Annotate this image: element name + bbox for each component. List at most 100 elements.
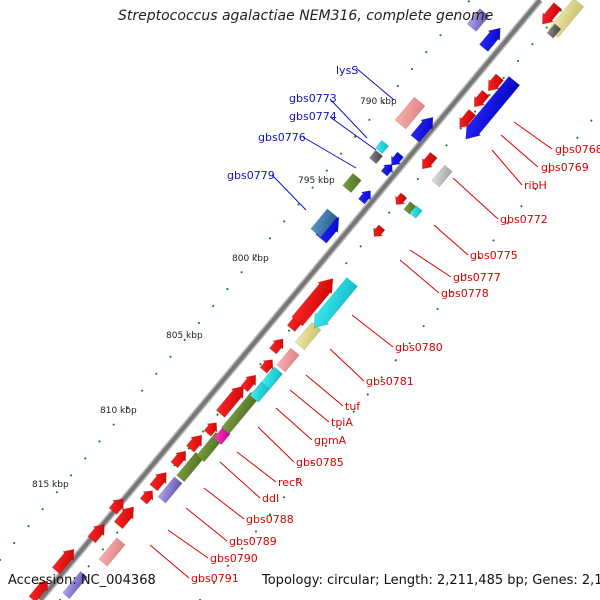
gene-label-right: tpiA: [331, 416, 353, 429]
gene-feature: [374, 139, 390, 155]
gene-label-right: gbs0788: [246, 513, 294, 526]
connector-line: [275, 407, 313, 441]
connector-line: [409, 249, 452, 278]
gene-feature: [466, 8, 490, 32]
gene-feature: [170, 450, 187, 469]
connector-line: [491, 149, 523, 186]
gene-feature: [373, 224, 386, 237]
gene-feature: [213, 427, 231, 445]
gene-feature: [380, 164, 393, 177]
scale-label: 790 kbp: [360, 97, 397, 107]
connector-line: [433, 224, 469, 256]
gene-label-right: gbs0772: [500, 213, 548, 226]
gene-feature: [394, 96, 426, 130]
gene-label-right: ddl: [262, 492, 279, 505]
connector-line: [289, 389, 330, 423]
gene-label-left: gbs0774: [289, 110, 337, 123]
gene-feature: [431, 164, 453, 188]
gene-label-right: gbs0777: [453, 271, 501, 284]
gene-feature: [215, 385, 244, 418]
connector-line: [271, 174, 307, 211]
gene-feature: [186, 434, 203, 453]
gene-label-right: tuf: [345, 400, 361, 413]
connector-line: [149, 544, 190, 579]
gene-label-right: gpmA: [314, 434, 347, 447]
scale-label: 815 kbp: [32, 480, 69, 490]
gene-label-right: gbs0778: [441, 287, 489, 300]
gene-feature: [459, 109, 477, 128]
scale-label: 810 kbp: [100, 406, 137, 416]
gene-feature: [368, 149, 384, 165]
gene-feature: [87, 524, 105, 544]
gene-feature: [291, 278, 334, 327]
gene-feature: [409, 205, 423, 219]
label-connectors: [149, 67, 553, 579]
gene-feature: [479, 27, 501, 52]
gene-feature: [473, 89, 490, 108]
connector-line: [203, 487, 245, 520]
gene-labels: lysS gbs0773 gbs0774 gbs0776 gbs0779 gbs0768 g…: [191, 64, 600, 585]
gene-features: [28, 0, 585, 600]
gene-feature: [421, 151, 438, 170]
gene-feature: [157, 476, 183, 504]
connector-line: [513, 121, 553, 150]
gene-label-left: gbs0773: [289, 92, 337, 105]
connector-line: [167, 529, 209, 559]
gene-feature: [358, 190, 371, 205]
gene-feature: [542, 2, 562, 25]
genome-stats: Topology: circular; Length: 2,211,485 bp…: [262, 573, 600, 588]
gene-feature: [261, 366, 283, 390]
gene-feature: [62, 571, 88, 599]
gene-label-right: gbs0789: [229, 535, 277, 548]
gene-label-right: gbs0790: [210, 552, 258, 565]
gene-feature: [294, 321, 322, 351]
connector-line: [302, 136, 357, 169]
gene-feature: [203, 422, 218, 437]
connector-line: [219, 461, 261, 499]
gene-feature: [51, 548, 75, 575]
scale-label: 800 kbp: [232, 254, 269, 264]
scale-label: 795 kbp: [298, 176, 335, 186]
gene-feature: [395, 192, 408, 205]
gene-label-right: recR: [278, 476, 303, 489]
genome-backbone: [37, 0, 543, 600]
gene-label-right: gbs0785: [296, 456, 344, 469]
map-title: Streptococcus agalactiae NEM316, complet…: [118, 8, 494, 24]
connector-line: [351, 314, 394, 348]
gene-label-right: ribH: [524, 179, 547, 192]
gene-label-right: gbs0769: [541, 161, 589, 174]
gene-feature: [410, 116, 434, 143]
connector-line: [329, 348, 365, 382]
gene-label-left: lysS: [336, 64, 358, 77]
gene-feature: [391, 151, 404, 166]
connector-line: [500, 134, 539, 168]
gene-feature: [113, 506, 134, 530]
connector-line: [329, 116, 377, 151]
gene-feature: [139, 490, 154, 505]
gene-label-right: gbs0791: [191, 572, 239, 585]
connector-line: [329, 98, 368, 139]
gene-feature: [313, 277, 358, 329]
gene-feature: [259, 359, 274, 374]
connector-line: [305, 374, 344, 407]
gene-feature: [28, 580, 48, 600]
scale-labels: 790 kbp 795 kbp 800 kbp 805 kbp 810 kbp 815 k…: [32, 97, 397, 490]
gene-label-right: gbs0781: [366, 375, 414, 388]
connector-line: [452, 177, 499, 220]
gene-feature: [546, 23, 562, 39]
connector-line: [185, 507, 228, 542]
gene-feature: [98, 537, 126, 567]
connector-line: [355, 67, 395, 101]
gene-label-left: gbs0779: [227, 169, 275, 182]
gene-feature: [276, 347, 300, 373]
gene-label-right: gbs0780: [395, 341, 443, 354]
gene-feature: [269, 338, 284, 355]
gene-feature: [108, 498, 124, 515]
gene-label-left: gbs0776: [258, 131, 306, 144]
scale-label: 805 kbp: [166, 331, 203, 341]
accession-text: Accession: NC_004368: [8, 573, 156, 588]
gene-feature: [310, 208, 338, 238]
gene-feature: [149, 472, 167, 492]
connector-line: [236, 451, 277, 483]
